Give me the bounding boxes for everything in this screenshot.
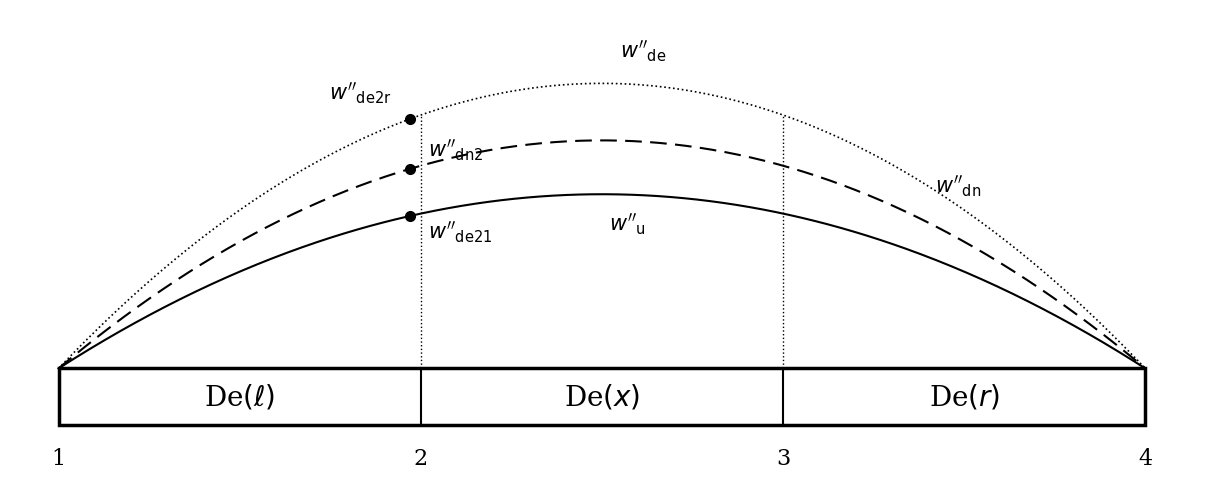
Text: De$(x)$: De$(x)$: [563, 383, 640, 412]
Text: 1: 1: [51, 448, 66, 470]
Bar: [59, 368, 1145, 425]
Text: 4: 4: [1139, 448, 1152, 470]
Text: De$(r)$: De$(r)$: [929, 383, 1000, 412]
Text: 3: 3: [776, 448, 791, 470]
Text: $w''_{\mathrm{de21}}$: $w''_{\mathrm{de21}}$: [428, 219, 492, 245]
Text: $w''_{\mathrm{dn2}}$: $w''_{\mathrm{dn2}}$: [428, 137, 484, 163]
Text: $w''_{\mathrm{de2r}}$: $w''_{\mathrm{de2r}}$: [329, 81, 392, 106]
Text: $w''_{\mathrm{de}}$: $w''_{\mathrm{de}}$: [620, 39, 666, 65]
Text: $w''_{\mathrm{u}}$: $w''_{\mathrm{u}}$: [610, 211, 646, 237]
Text: 2: 2: [414, 448, 428, 470]
Text: De$(\ell)$: De$(\ell)$: [204, 383, 275, 412]
Text: $w''_{\mathrm{dn}}$: $w''_{\mathrm{dn}}$: [935, 174, 981, 199]
